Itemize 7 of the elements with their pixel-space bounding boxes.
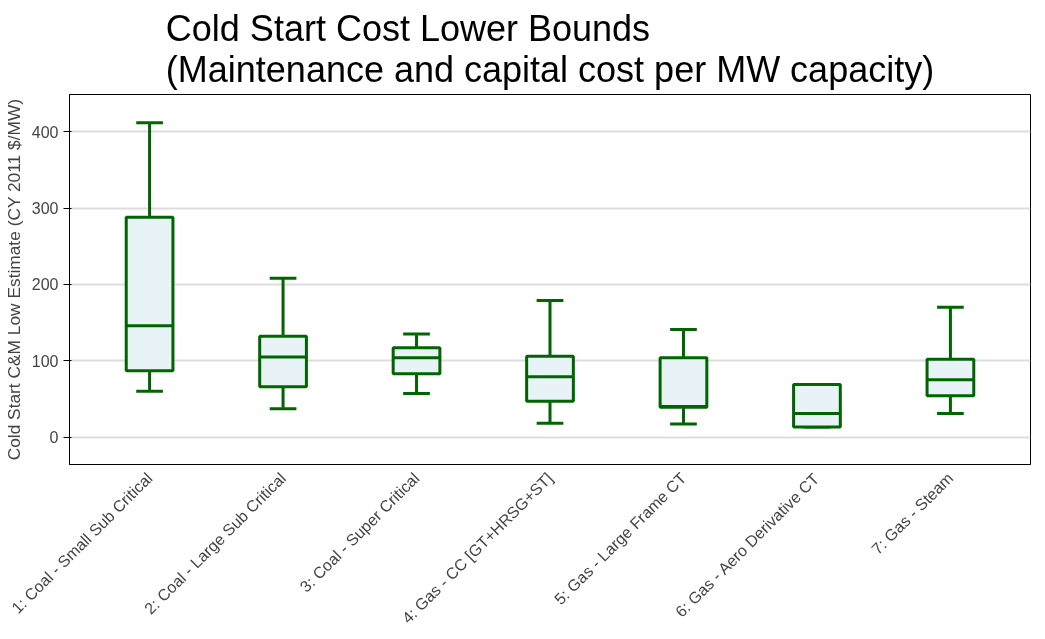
y-tick-label: 400 [31,123,59,141]
y-tick-label: 200 [31,276,59,294]
y-tick-label: 0 [49,429,59,447]
chart-title: Cold Start Cost Lower Bounds (Maintenance and capital cost per MW capacity) [165,7,935,90]
y-tick-label: 100 [31,352,59,370]
y-axis-title: Cold Start C&M Low Estimate (CY 2011 $/MW) [3,98,24,461]
y-tick-label: 300 [31,200,59,218]
